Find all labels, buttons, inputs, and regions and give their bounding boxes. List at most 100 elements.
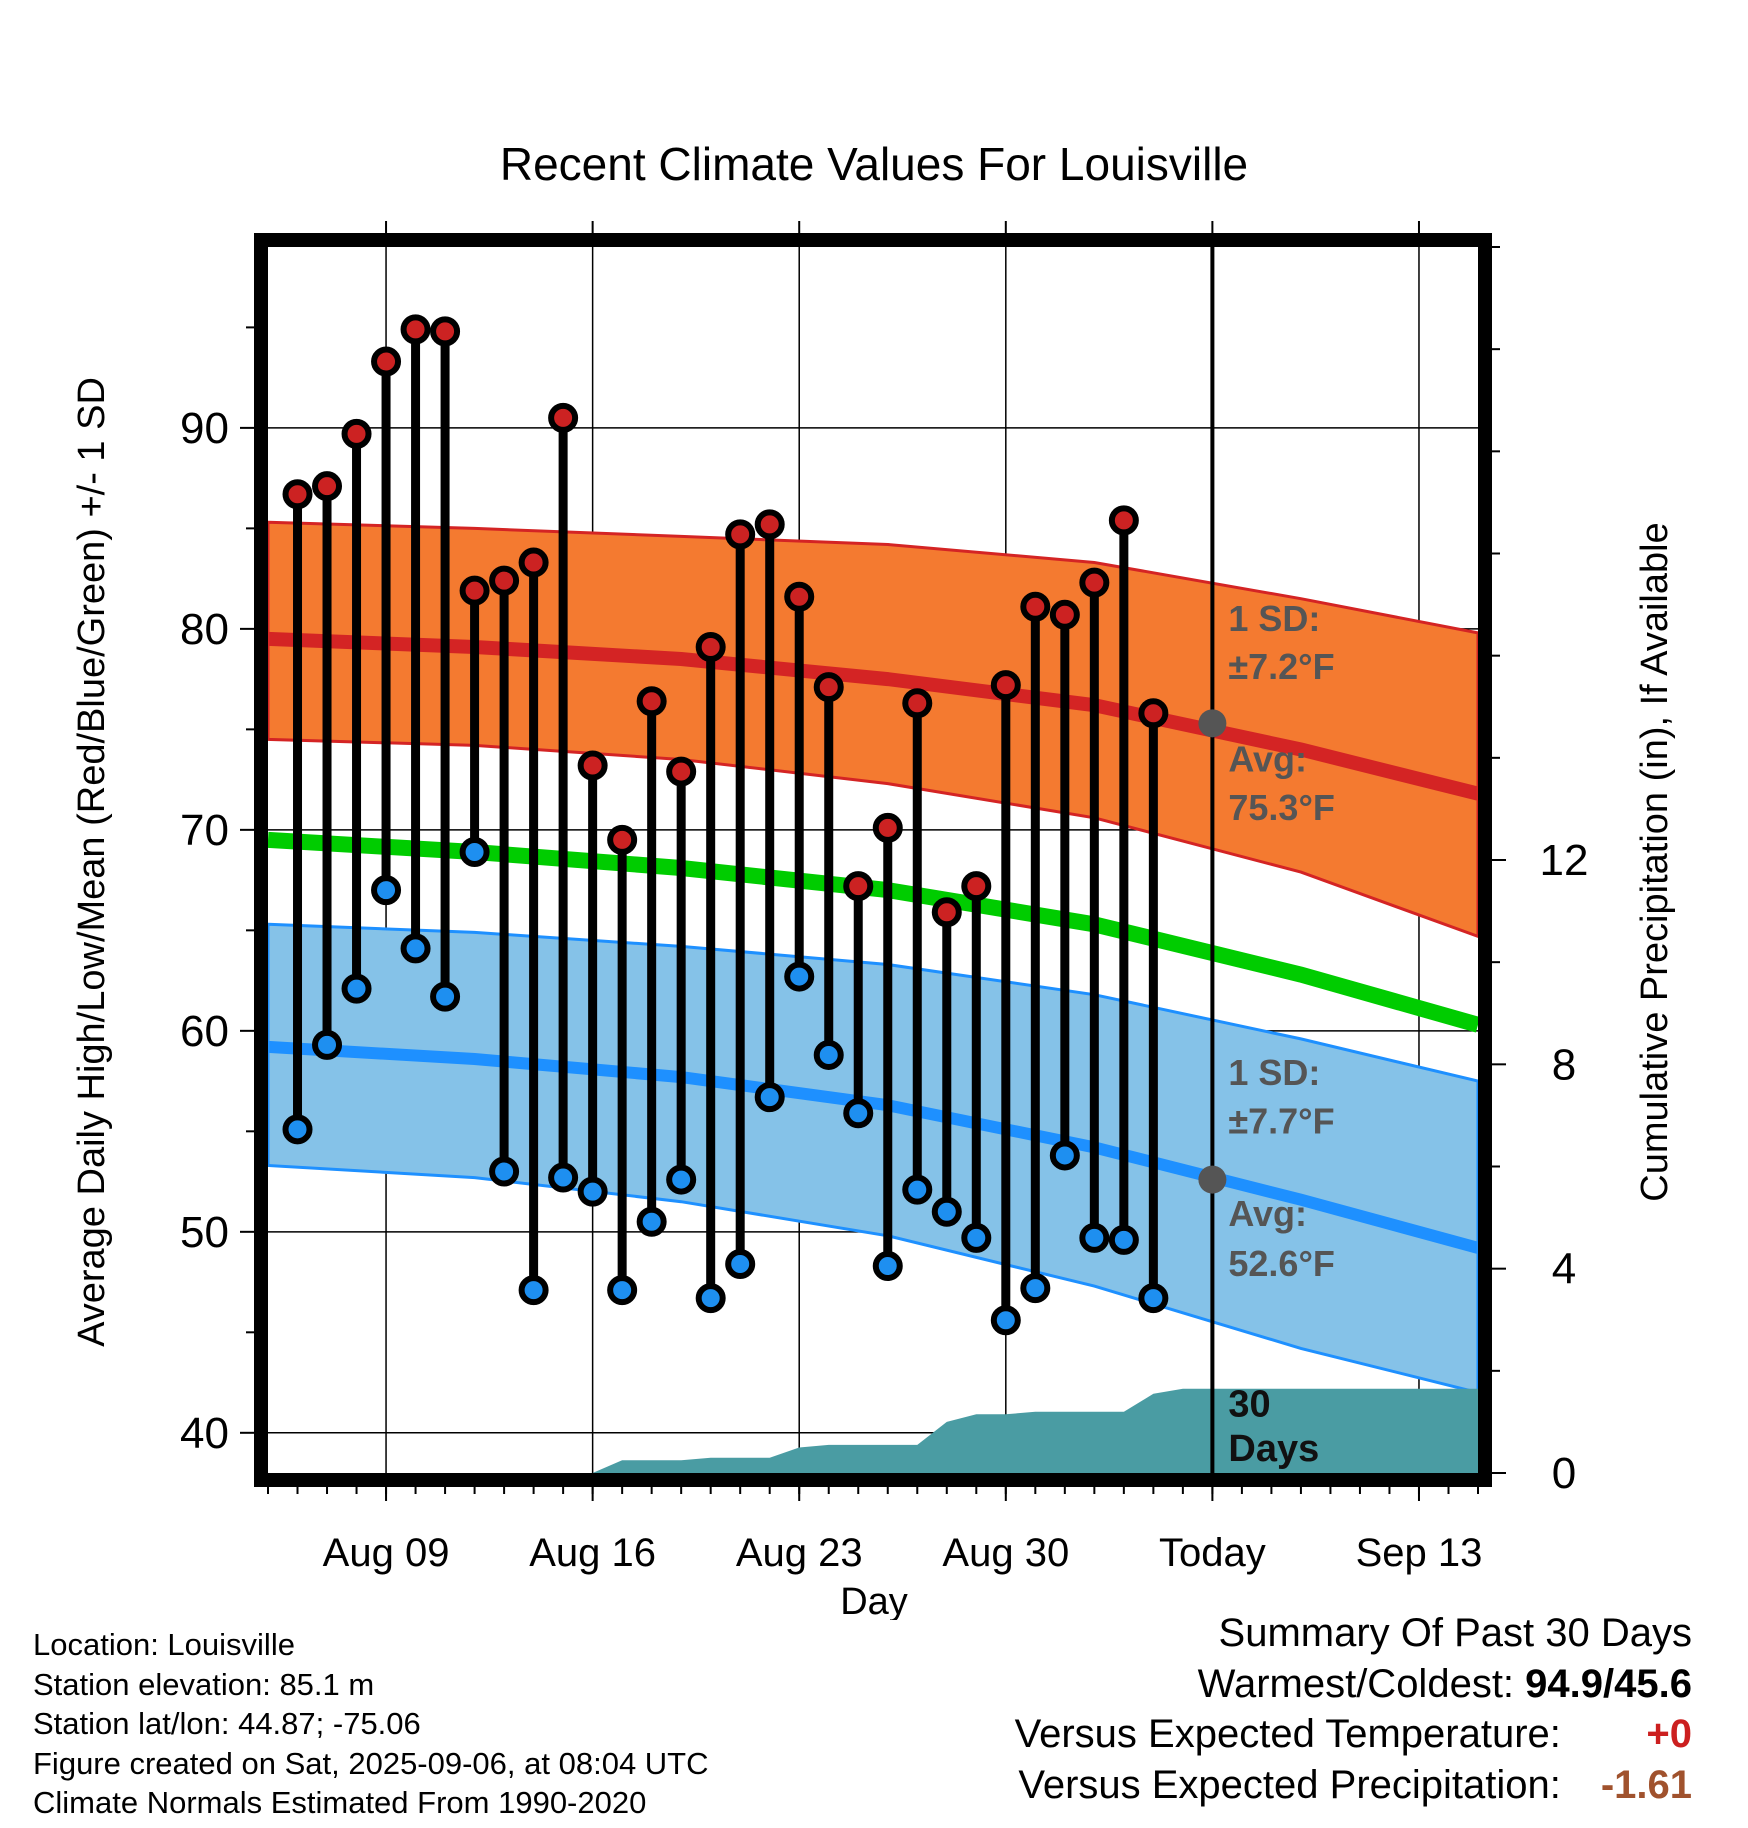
warm-cold-value: 94.9/45.6 <box>1525 1661 1692 1706</box>
low-point <box>1108 1224 1139 1255</box>
y2-axis-label: Cumulative Precipitation (in), If Availa… <box>1634 522 1676 1201</box>
daily-range-sticks <box>293 329 1158 1321</box>
chart-title: Recent Climate Values For Louisville <box>500 138 1248 190</box>
high-point <box>725 519 756 550</box>
low-point <box>754 1082 785 1113</box>
high-point <box>784 581 815 612</box>
low-point <box>548 1162 579 1193</box>
y-tick-label: 60 <box>180 1007 229 1056</box>
created-text: Figure created on Sat, 2025-09-06, at 08… <box>33 1745 709 1781</box>
y2-tick-label: 4 <box>1552 1245 1576 1294</box>
high-point <box>430 316 461 347</box>
high-point <box>518 547 549 578</box>
low-avg-value: 52.6°F <box>1228 1243 1334 1284</box>
summary-title: Summary Of Past 30 Days <box>1218 1611 1692 1655</box>
high-avg-value: 75.3°F <box>1228 787 1334 828</box>
low-point <box>282 1114 313 1145</box>
low-point <box>1020 1273 1051 1304</box>
y-axis-label: Average Daily High/Low/Mean (Red/Blue/Gr… <box>71 377 113 1347</box>
high-point <box>636 686 667 717</box>
low-point <box>459 836 490 867</box>
low-point <box>931 1196 962 1227</box>
x-tick-label: Aug 16 <box>529 1531 656 1575</box>
high-point <box>961 871 992 902</box>
high-point <box>400 314 431 345</box>
high-point <box>990 670 1021 701</box>
precip-value: -1.61 <box>1600 1762 1692 1807</box>
y2-tick-label: 8 <box>1552 1040 1576 1089</box>
low-sd-label: 1 SD: <box>1228 1052 1320 1093</box>
y-tick-label: 50 <box>180 1208 229 1257</box>
y-tick-label: 70 <box>180 806 229 855</box>
high-point <box>872 812 903 843</box>
x-tick-label: Aug 30 <box>942 1531 1069 1575</box>
today-high-normal-marker <box>1198 709 1227 738</box>
summary-precip: Versus Expected Precipitation: -1.61 <box>1015 1760 1692 1811</box>
high-point <box>1138 698 1169 729</box>
low-point <box>371 875 402 906</box>
cumulative-precip-area <box>563 1388 1478 1473</box>
high-point <box>607 824 638 855</box>
low-point <box>636 1206 667 1237</box>
low-point <box>666 1164 697 1195</box>
low-avg-label: Avg: <box>1228 1193 1307 1234</box>
summary-temp: Versus Expected Temperature: +0 <box>1015 1709 1692 1760</box>
low-point <box>400 933 431 964</box>
low-point <box>430 981 461 1012</box>
high-point <box>666 756 697 787</box>
period-label-days: Days <box>1228 1428 1319 1470</box>
low-point <box>843 1098 874 1129</box>
x-tick-label: Sep 13 <box>1356 1531 1483 1575</box>
plot-frame <box>254 233 1492 1487</box>
high-point <box>754 509 785 540</box>
low-point <box>725 1248 756 1279</box>
high-point <box>341 418 372 449</box>
low-point <box>902 1174 933 1205</box>
plot-border <box>254 233 1492 1487</box>
low-point <box>1138 1283 1169 1314</box>
today-low-normal-marker <box>1198 1165 1227 1194</box>
latlon-text: Station lat/lon: 44.87; -75.06 <box>33 1706 421 1741</box>
low-point <box>518 1275 549 1306</box>
high-point <box>843 871 874 902</box>
y-tick-label: 90 <box>180 404 229 453</box>
x-tick-label: Today <box>1159 1531 1266 1575</box>
precip-label: Versus Expected Precipitation: <box>1018 1762 1561 1807</box>
elevation-text: Station elevation: 85.1 m <box>33 1666 375 1702</box>
high-point <box>1049 599 1080 630</box>
low-point <box>813 1039 844 1070</box>
daily-points <box>282 314 1169 1336</box>
high-point <box>312 471 343 502</box>
high-sd-label: 1 SD: <box>1228 598 1320 639</box>
temp-value: +0 <box>1646 1712 1692 1756</box>
period-label-number: 30 <box>1228 1384 1270 1426</box>
x-axis-label: Day <box>840 1581 908 1620</box>
y2-tick-label: 12 <box>1540 836 1589 885</box>
high-point <box>282 479 313 510</box>
high-point <box>459 575 490 606</box>
low-sd-value: ±7.7°F <box>1228 1100 1334 1141</box>
low-point <box>312 1029 343 1060</box>
climate-chart: Recent Climate Values For Louisville 4 0 5… <box>71 138 1676 1620</box>
high-point <box>577 750 608 781</box>
high-point <box>1108 505 1139 536</box>
low-point <box>784 961 815 992</box>
low-point <box>990 1305 1021 1336</box>
summary-panel: Summary Of Past 30 Days Warmest/Coldest:… <box>1015 1608 1692 1810</box>
location-text: Location: Louisville <box>33 1627 295 1662</box>
high-point <box>813 672 844 703</box>
low-point <box>695 1283 726 1314</box>
low-point <box>341 973 372 1004</box>
high-point <box>1079 567 1110 598</box>
low-point <box>1079 1222 1110 1253</box>
y2-tick-label: 0 <box>1552 1449 1576 1498</box>
x-tick-label: Aug 23 <box>736 1531 863 1575</box>
x-tick-label: Aug 09 <box>323 1531 450 1575</box>
low-point <box>872 1250 903 1281</box>
high-point <box>548 402 579 433</box>
y-tick-label: 80 <box>180 605 229 654</box>
low-point <box>577 1176 608 1207</box>
station-info: Location: Louisville Station elevation: … <box>33 1625 709 1823</box>
low-point <box>607 1275 638 1306</box>
axes: 40 50 60 70 80 90 0 4 8 12 Aug 09 Aug 16 Aug 23 Aug 3… <box>180 221 1588 1575</box>
